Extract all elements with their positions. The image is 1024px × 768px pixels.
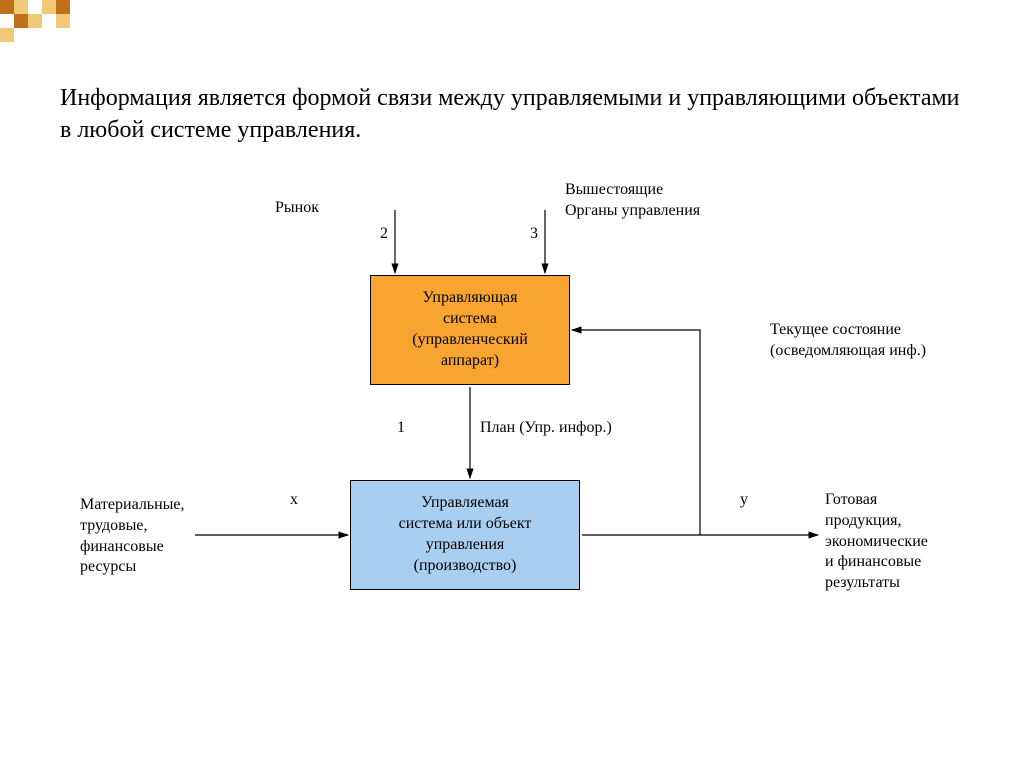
label-l_plan: План (Упр. инфор.) [480, 418, 612, 439]
label-l_mat: Материальные, трудовые, финансовые ресур… [80, 495, 185, 578]
label-l_y: y [740, 490, 748, 511]
node-label: Управляемая система или объект управлени… [399, 493, 532, 576]
label-l_got: Готовая продукция, экономические и финан… [825, 490, 928, 594]
node-label: Управляющая система (управленческий аппа… [412, 288, 528, 371]
node-n1: Управляющая система (управленческий аппа… [370, 275, 570, 385]
label-l_2: 2 [380, 224, 388, 245]
label-l_x: x [290, 490, 298, 511]
label-l_3: 3 [530, 224, 538, 245]
label-l_1: 1 [397, 418, 405, 439]
label-l_vyshe: Вышестоящие Органы управления [565, 180, 700, 222]
node-n2: Управляемая система или объект управлени… [350, 480, 580, 590]
diagram: Управляющая система (управленческий аппа… [0, 0, 1024, 768]
label-l_tek: Текущее состояние (осведомляющая инф.) [770, 320, 926, 362]
label-l_rynok: Рынок [275, 198, 319, 219]
